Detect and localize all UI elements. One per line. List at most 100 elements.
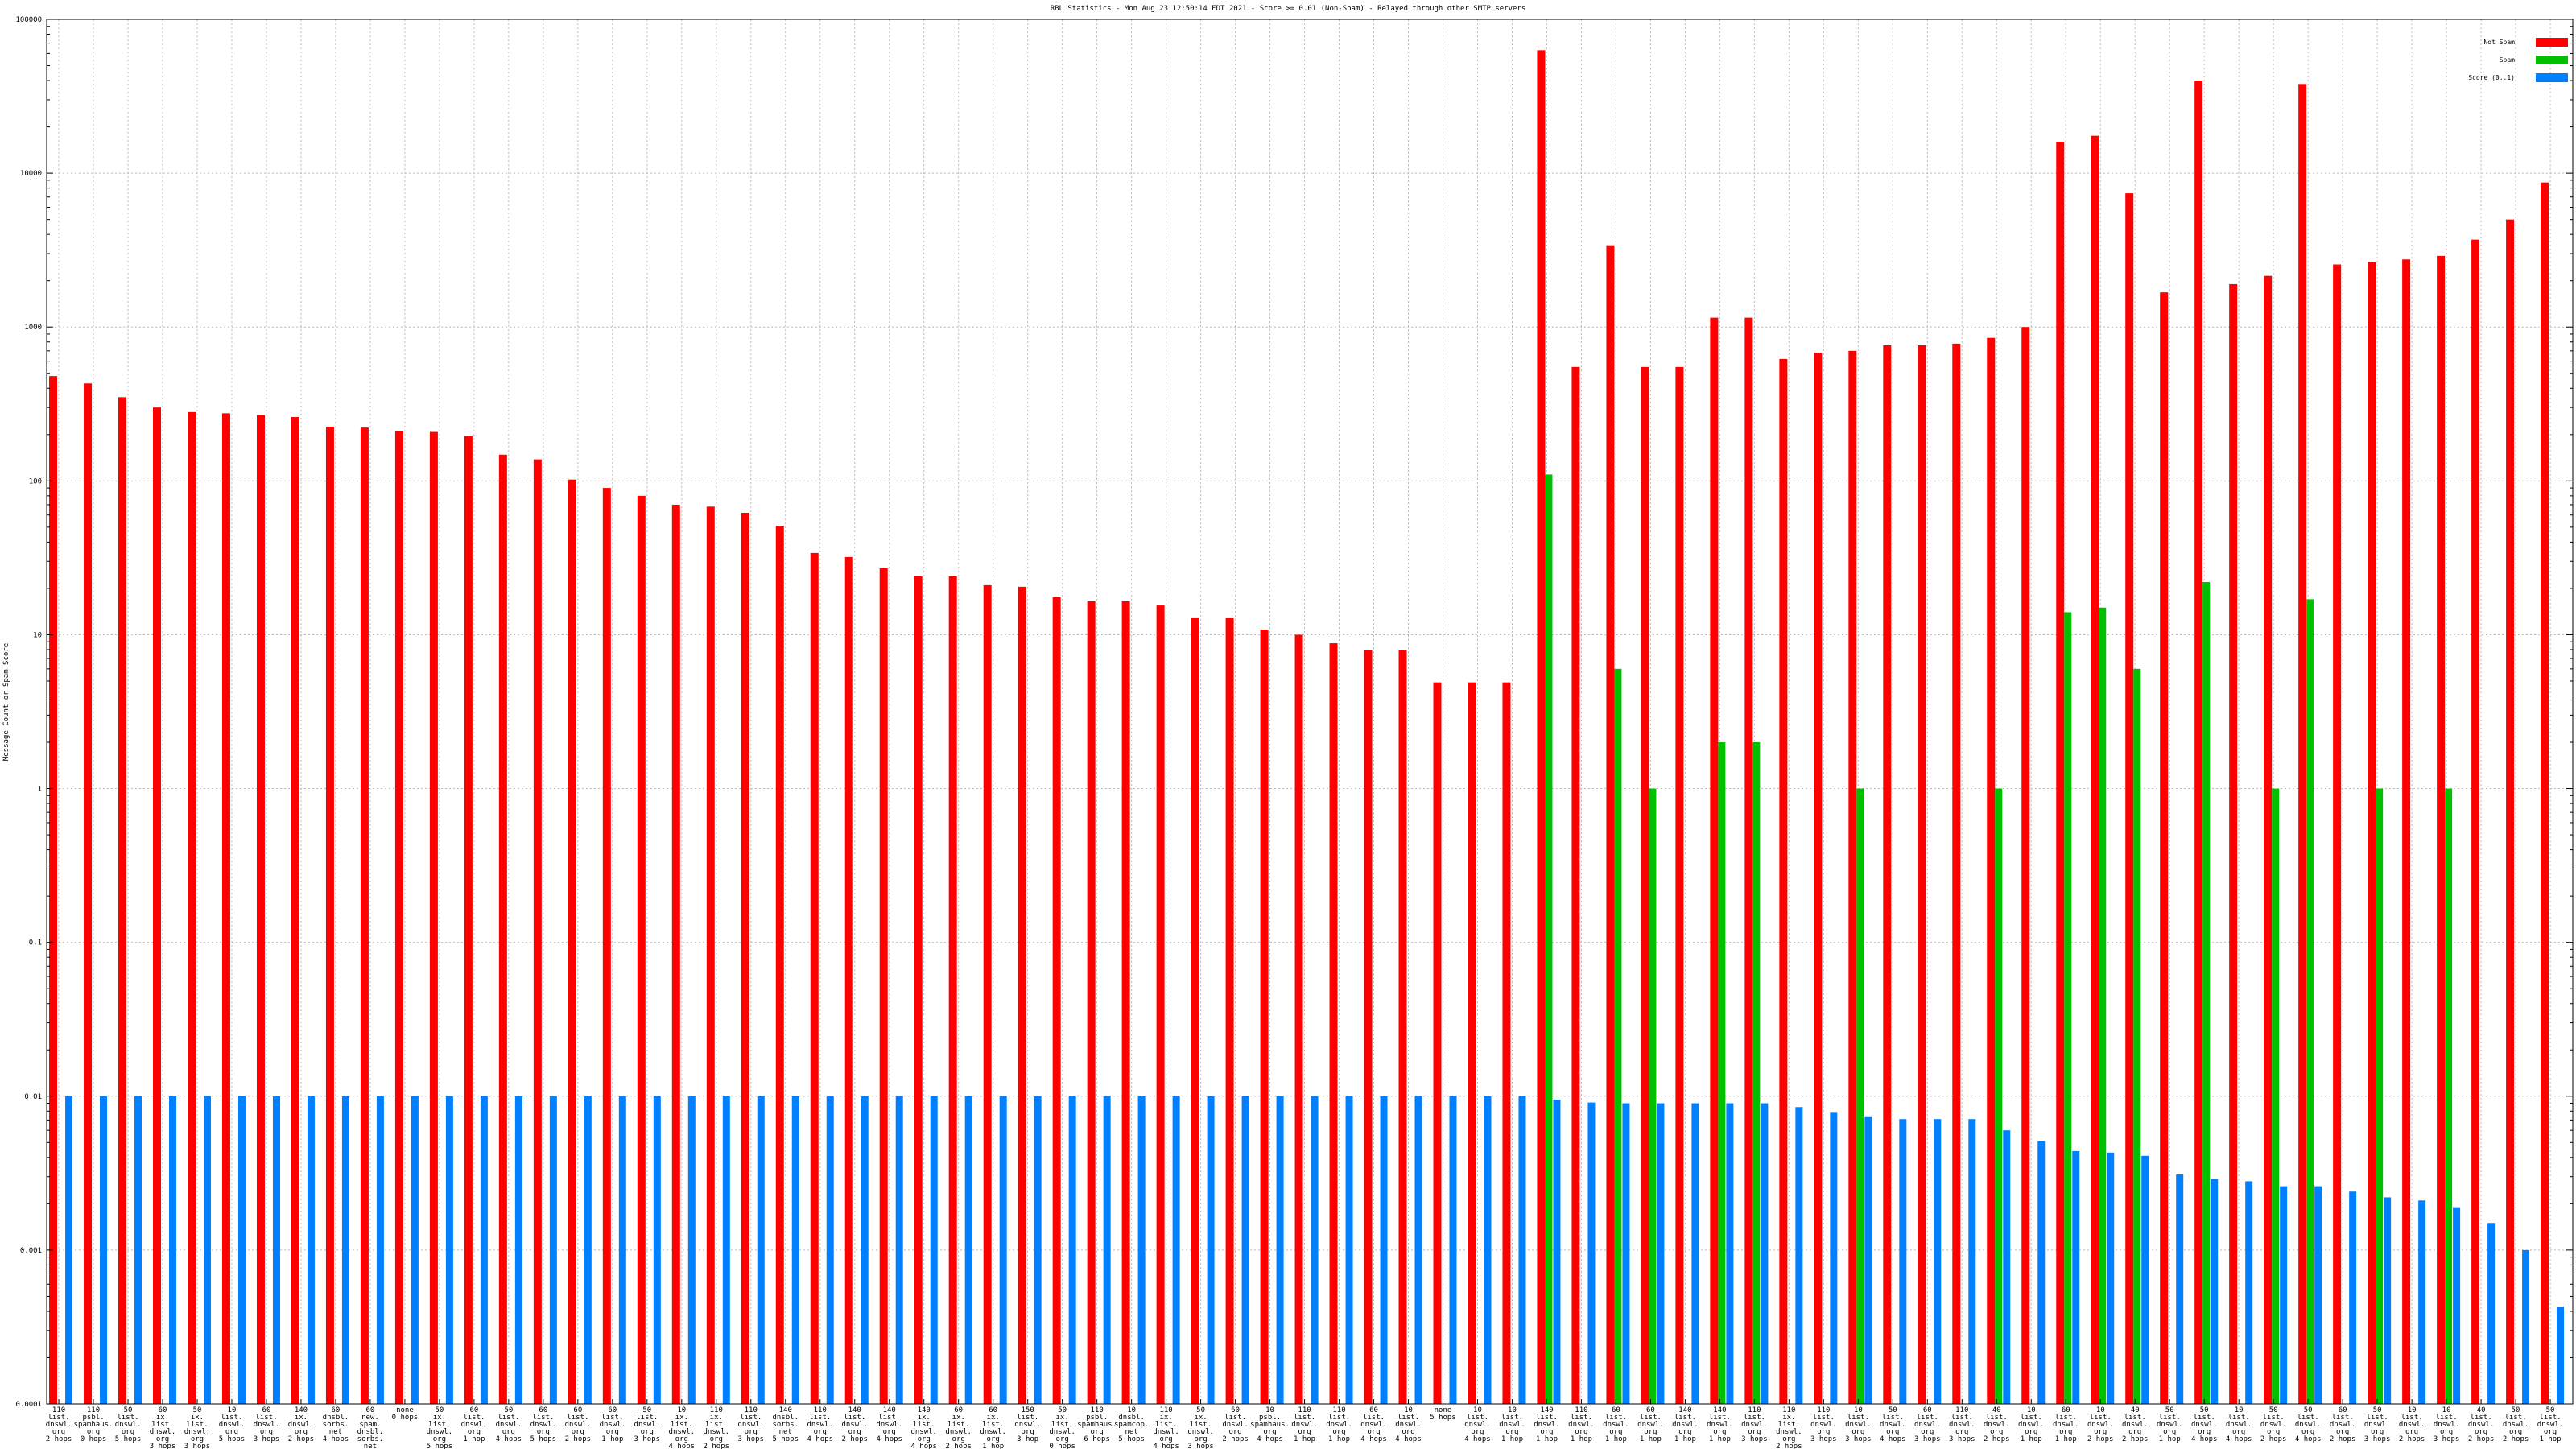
x-tick-label-line: org <box>1056 1435 1069 1443</box>
x-tick-label: 60 list. dnswl. org 1 hop <box>1637 1406 1664 1443</box>
x-tick-label-line: 110 <box>1332 1406 1345 1414</box>
x-tick-label-line: dnswl. <box>669 1428 696 1436</box>
x-tick-label-line: 4 hops <box>807 1435 833 1443</box>
not-spam-bar <box>2298 84 2307 1405</box>
x-tick-label-line: dnswl. <box>1049 1428 1075 1436</box>
x-tick-label-line: 3 hops <box>2434 1435 2460 1443</box>
score-bar <box>2487 1223 2496 1404</box>
not-spam-bar <box>1848 350 1857 1405</box>
score-bar <box>1899 1119 1907 1404</box>
y-tick-label: 10 <box>33 631 42 639</box>
x-tick-label: 10 psbl. spamhaus. org 4 hops <box>1250 1406 1290 1443</box>
x-tick-label-line: 2 hops <box>945 1443 972 1449</box>
x-tick-label-line: 2 hops <box>2330 1435 2356 1443</box>
x-tick-label: 40 list. dnswl. org 2 hops <box>1984 1406 2010 1443</box>
score-bar <box>1345 1096 1353 1404</box>
x-tick-label: 110 list. dnswl. org 2 hops <box>46 1406 72 1443</box>
x-tick-label-line: org <box>745 1428 758 1436</box>
x-tick-label-line: dnswl. <box>1741 1421 1768 1429</box>
y-tick-label: 1 <box>38 786 42 794</box>
x-tick-label: 140 ix. list. dnswl. org 4 hops <box>910 1406 937 1449</box>
x-tick-label: 10 list. dnswl. org 5 hops <box>219 1406 246 1443</box>
x-tick-label-line: list. <box>1709 1414 1731 1422</box>
x-tick-label-line: org <box>260 1428 273 1436</box>
not-spam-bar <box>464 436 473 1404</box>
x-tick-label-line: 5 hops <box>1118 1435 1145 1443</box>
x-tick-label-line: none <box>396 1406 414 1414</box>
x-tick-label: 110 list. dnswl. org 1 hop <box>1568 1406 1595 1443</box>
x-tick-label-line: net <box>779 1428 792 1436</box>
not-spam-bar <box>2471 239 2480 1404</box>
x-tick-label: 140 ix. dnswl. org 2 hops <box>288 1406 315 1443</box>
x-tick-label-line: list. <box>151 1421 173 1429</box>
x-tick-label-line: 4 hops <box>1880 1435 1906 1443</box>
spam-bar <box>2306 599 2314 1404</box>
not-spam-bar <box>360 427 369 1405</box>
x-tick-label-line: list. <box>1397 1414 1419 1422</box>
x-tick-label-line: list. <box>1328 1414 1350 1422</box>
score-bar <box>930 1096 938 1404</box>
x-tick-label-line: list. <box>2297 1414 2319 1422</box>
x-tick-label: 60 list. dnswl. org 2 hops <box>1222 1406 1249 1443</box>
x-tick-label-line: 4 hops <box>323 1435 349 1443</box>
x-tick-label-line: 50 <box>1889 1406 1897 1414</box>
x-tick-label-line: dnswl. <box>184 1428 211 1436</box>
x-tick-label-line: 4 hops <box>2191 1435 2218 1443</box>
x-tick-label-line: dnswl. <box>634 1421 661 1429</box>
spam-bar <box>2202 582 2211 1404</box>
x-tick-label-line: org <box>2440 1428 2453 1436</box>
x-tick-label-line: org <box>848 1428 861 1436</box>
score-bar <box>2453 1207 2461 1404</box>
score-bar <box>1553 1100 1561 1404</box>
not-spam-bar <box>1744 317 1753 1404</box>
x-tick-label-line: net <box>364 1443 377 1449</box>
x-tick-label-line: 50 <box>504 1406 513 1414</box>
x-tick-label-line: 1 hop <box>1501 1435 1523 1443</box>
x-tick-label-line: 2 hops <box>2503 1435 2529 1443</box>
score-bar <box>1414 1096 1422 1404</box>
x-tick-label-line: 4 hops <box>876 1435 902 1443</box>
score-bar <box>1484 1096 1492 1404</box>
score-bar <box>2072 1150 2080 1404</box>
x-tick-label-line: 3 hop <box>1017 1435 1038 1443</box>
x-tick-label-line: 60 <box>262 1406 271 1414</box>
score-bar <box>237 1096 246 1404</box>
x-tick-label-line: 60 <box>2339 1406 2347 1414</box>
x-tick-label-line: dnswl. <box>115 1421 142 1429</box>
score-bar <box>203 1096 211 1404</box>
x-tick-label-line: 1 hop <box>1294 1435 1315 1443</box>
x-tick-label-line: dnswl. <box>1845 1421 1872 1429</box>
x-tick-label: 10 list. dnswl. org 3 hops <box>2434 1406 2460 1443</box>
axis-layer: 0.00010.0010.010.11101001000100001000001… <box>15 16 2574 1449</box>
x-tick-label-line: 10 <box>1473 1406 1482 1414</box>
x-tick-label-line: org <box>2509 1428 2522 1436</box>
x-tick-label-line: 50 <box>1196 1406 1205 1414</box>
not-spam-bar <box>84 383 93 1404</box>
not-spam-bar <box>2333 264 2342 1405</box>
x-tick-label-line: org <box>295 1428 308 1436</box>
x-tick-label-line: list. <box>2540 1414 2562 1422</box>
x-tick-label-line: 2 hops <box>2468 1435 2495 1443</box>
x-tick-label-line: org <box>1575 1428 1587 1436</box>
score-bar <box>1795 1107 1803 1404</box>
grid-layer <box>47 19 2573 1404</box>
not-spam-bar <box>2437 255 2446 1405</box>
x-tick-label-line: spamhaus. <box>1250 1421 1290 1429</box>
x-tick-label-line: list. <box>1224 1414 1246 1422</box>
not-spam-bar <box>49 376 58 1404</box>
x-tick-label: 110 list. dnswl. org 3 hops <box>1741 1406 1768 1443</box>
x-tick-label-line: list. <box>497 1414 519 1422</box>
x-tick-label: 110 list. dnswl. org 3 hops <box>1949 1406 1975 1443</box>
score-bar <box>1518 1096 1526 1404</box>
x-tick-label-line: 50 <box>2512 1406 2520 1414</box>
x-tick-label-line: dnswl. <box>807 1421 833 1429</box>
not-spam-bar <box>706 506 715 1404</box>
score-bar <box>2384 1197 2392 1404</box>
x-tick-label-line: org <box>1990 1428 2003 1436</box>
x-tick-label: 50 list. dnswl. org 1 hop <box>2157 1406 2183 1443</box>
x-tick-label-line: 3 hops <box>738 1435 765 1443</box>
x-tick-label-line: 60 <box>1369 1406 1378 1414</box>
x-tick-label-line: ix. <box>433 1414 446 1422</box>
not-spam-bar <box>637 495 646 1404</box>
